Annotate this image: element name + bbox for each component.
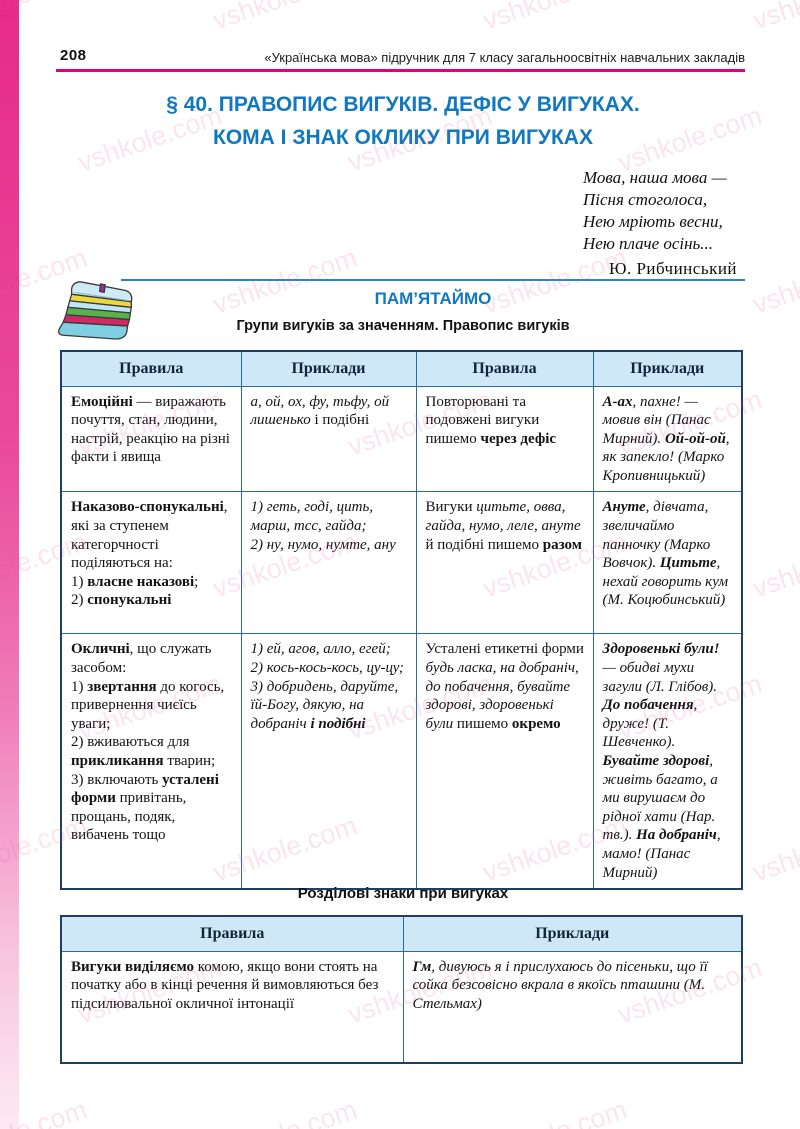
table-row: Окличні, що служать засобом: 1) звертання…	[60, 633, 743, 890]
table-header-row: Правила Приклади Правила Приклади	[60, 350, 743, 387]
watermark-text: vshkole.com	[749, 810, 800, 888]
example-cell: 1) геть, годі, цить, марш, тсс, гайда; 2)…	[240, 491, 417, 635]
rule-cell: Повторювані та подовжені вигуки пишемо ч…	[415, 385, 594, 493]
running-header: «Українська мова» підручник для 7 класу …	[264, 50, 745, 65]
epigraph-line: Нею мріють весни,	[583, 212, 723, 231]
interjections-table: Правила Приклади Правила Приклади Емоцій…	[60, 350, 743, 891]
column-header: Приклади	[592, 350, 743, 387]
books-stack-icon	[57, 281, 133, 340]
rule-cell: Вигуки цитьте, овва, гайда, нумо, леле, …	[415, 491, 594, 635]
header-rule	[56, 69, 745, 72]
column-header: Приклади	[240, 350, 417, 387]
example-cell: а, ой, ох, фу, тьфу, ой лишенько і подіб…	[240, 385, 417, 493]
table2-caption: Розділові знаки при вигуках	[297, 885, 509, 902]
column-header: Правила	[60, 350, 242, 387]
punctuation-table: Правила Приклади Вигуки виділяємо комою,…	[60, 915, 743, 1064]
watermark-text: vshkole.com	[479, 1094, 631, 1129]
example-cell: Гм, дивуюсь я і прислухаюсь до пісеньки,…	[402, 950, 743, 1064]
epigraph-line: Пісня стоголоса,	[583, 190, 708, 209]
column-header: Правила	[60, 915, 404, 952]
epigraph-line: Мова, наша мова —	[583, 168, 727, 187]
watermark-text: vshkole.com	[749, 526, 800, 604]
rule-cell: Емоційні — виражають почуття, стан, люди…	[60, 385, 242, 493]
rule-cell: Вигуки виділяємо комою, якщо вони стоять…	[60, 950, 404, 1064]
example-cell: 1) ей, агов, алло, егей; 2) кось-кось-кос…	[240, 633, 417, 890]
page-title: § 40. ПРАВОПИС ВИГУКІВ. ДЕФІС У ВИГУКАХ.…	[58, 88, 748, 154]
table-row: Наказово-спонукальні, які за ступенем ка…	[60, 491, 743, 635]
page-title-line1: § 40. ПРАВОПИС ВИГУКІВ. ДЕФІС У ВИГУКАХ.	[166, 93, 640, 116]
example-cell: Здоровенькі були! — обидві мухи загули (…	[592, 633, 743, 890]
epigraph: Мова, наша мова — Пісня стоголоса, Нею м…	[583, 167, 737, 280]
watermark-text: vshkole.com	[749, 242, 800, 320]
example-cell: А-ах, пахне! — мовив він (Панас Мирний).…	[592, 385, 743, 493]
rule-cell: Окличні, що служать засобом: 1) звертання…	[60, 633, 242, 890]
watermark-text: vshkole.com	[479, 0, 631, 37]
page-number: 208	[60, 47, 87, 64]
rule-cell: Усталені етикетні форми будь ласка, на д…	[415, 633, 594, 890]
example-cell: Ануте, дівчата, звеличаймо панночку (Мар…	[592, 491, 743, 635]
page-edge-gradient	[0, 0, 19, 1129]
watermark-text: vshkole.com	[209, 0, 361, 37]
rule-cell: Наказово-спонукальні, які за ступенем ка…	[60, 491, 242, 635]
page-title-line2: КОМА І ЗНАК ОКЛИКУ ПРИ ВИГУКАХ	[213, 126, 593, 149]
watermark-text: vshkole.com	[749, 0, 800, 37]
watermark-text: vshkole.com	[749, 1094, 800, 1129]
memo-heading: ПАМ’ЯТАЙМО	[374, 289, 492, 308]
table-header-row: Правила Приклади	[60, 915, 743, 952]
watermark-text: vshkole.com	[209, 1094, 361, 1129]
column-header: Правила	[415, 350, 594, 387]
column-header: Приклади	[402, 915, 743, 952]
epigraph-line: Нею плаче осінь...	[583, 234, 714, 253]
table1-caption: Групи вигуків за значенням. Правопис виг…	[236, 318, 570, 334]
table-row: Вигуки виділяємо комою, якщо вони стоять…	[60, 950, 743, 1064]
memo-divider	[121, 279, 745, 281]
table-row: Емоційні — виражають почуття, стан, люди…	[60, 385, 743, 493]
epigraph-author: Ю. Рибчинський	[609, 259, 738, 278]
